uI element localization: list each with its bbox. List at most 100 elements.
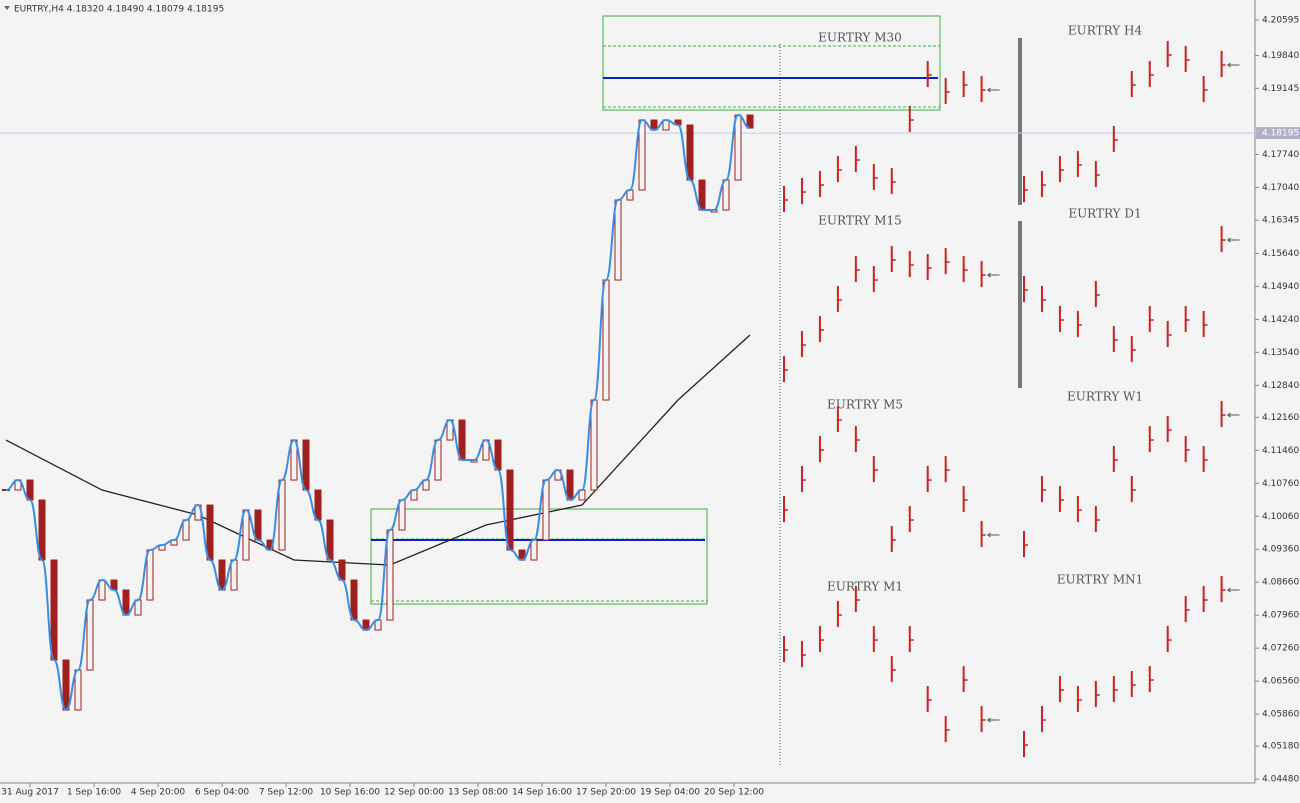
ohlc-bar bbox=[872, 164, 878, 191]
y-tick-label: 4.07960 bbox=[1262, 611, 1299, 621]
ohlc-bar bbox=[836, 406, 842, 433]
y-tick-label: 4.10760 bbox=[1262, 479, 1299, 489]
x-tick-label: 31 Aug 2017 bbox=[1, 788, 59, 798]
ohlc-bar bbox=[1202, 446, 1208, 473]
ohlc-bar bbox=[908, 506, 914, 533]
candle bbox=[506, 469, 514, 551]
candle bbox=[98, 579, 106, 601]
close-line bbox=[5, 114, 751, 712]
y-tick-label: 4.17040 bbox=[1262, 183, 1299, 193]
y-tick-label: 4.04480 bbox=[1262, 775, 1299, 785]
ohlc-bar bbox=[1130, 71, 1136, 98]
y-tick-label: 4.15640 bbox=[1262, 249, 1299, 259]
ohlc-bar bbox=[836, 286, 842, 313]
candle bbox=[494, 439, 502, 471]
ohlc-bar bbox=[962, 71, 968, 98]
ohlc-bar bbox=[1112, 676, 1118, 703]
y-tick-label: 4.07260 bbox=[1262, 644, 1299, 654]
ohlc-bar bbox=[962, 486, 968, 513]
candle bbox=[614, 199, 622, 281]
mini-chart-title: EURTRY D1 bbox=[1068, 207, 1141, 221]
x-tick-label: 17 Sep 20:00 bbox=[576, 788, 636, 798]
candle bbox=[698, 179, 706, 211]
x-tick-label: 13 Sep 08:00 bbox=[448, 788, 508, 798]
y-tick-label: 4.17740 bbox=[1262, 150, 1299, 160]
ohlc-bar bbox=[1148, 61, 1154, 88]
ohlc-bar bbox=[800, 331, 806, 358]
y-tick-label: 4.10060 bbox=[1262, 512, 1299, 522]
candle bbox=[206, 504, 214, 561]
price-arrow bbox=[987, 717, 1000, 723]
y-tick-label: 4.05860 bbox=[1262, 710, 1299, 720]
ohlc-bar bbox=[783, 496, 788, 523]
ohlc-bar bbox=[890, 656, 896, 683]
ohlc-bar bbox=[872, 266, 878, 293]
mini-chart-title: EURTRY H4 bbox=[1068, 24, 1143, 38]
y-tick-label: 4.20595 bbox=[1262, 16, 1299, 26]
candle bbox=[602, 279, 610, 401]
candle bbox=[458, 419, 466, 461]
y-tick-label: 4.12840 bbox=[1262, 381, 1299, 391]
mini-chart-title: EURTRY MN1 bbox=[1057, 573, 1144, 587]
x-tick-label: 19 Sep 04:00 bbox=[640, 788, 700, 798]
ohlc-bar bbox=[926, 466, 932, 493]
current-price-box bbox=[1256, 127, 1300, 140]
ohlc-bar bbox=[962, 666, 968, 693]
candle bbox=[722, 179, 730, 211]
candle bbox=[398, 499, 406, 531]
ohlc-bar bbox=[854, 426, 860, 453]
ohlc-bar bbox=[1023, 176, 1028, 203]
candle bbox=[638, 119, 646, 191]
ohlc-bar bbox=[1058, 156, 1064, 183]
ohlc-bar bbox=[908, 251, 914, 278]
ohlc-bar bbox=[1040, 706, 1046, 733]
candle bbox=[314, 489, 322, 521]
mini-chart-title: EURTRY M15 bbox=[818, 214, 902, 228]
ohlc-bar bbox=[800, 641, 806, 668]
y-tick-label: 4.12160 bbox=[1262, 413, 1299, 423]
ohlc-bar bbox=[1094, 161, 1100, 188]
candle bbox=[302, 439, 310, 491]
ohlc-bar bbox=[818, 436, 824, 463]
x-tick-label: 10 Sep 16:00 bbox=[320, 788, 380, 798]
ohlc-bar bbox=[1023, 531, 1028, 558]
candle bbox=[122, 589, 130, 616]
ohlc-bar bbox=[854, 146, 860, 173]
ohlc-bar bbox=[1166, 626, 1172, 653]
ohlc-bar bbox=[872, 456, 878, 483]
ohlc-bar bbox=[1040, 476, 1046, 503]
y-tick-label: 4.06560 bbox=[1262, 677, 1299, 687]
ohlc-bar bbox=[1184, 306, 1190, 333]
ohlc-bar bbox=[980, 706, 986, 733]
ohlc-bar bbox=[800, 466, 806, 493]
price-arrow bbox=[987, 532, 1000, 538]
ohlc-bar bbox=[890, 168, 896, 195]
ohlc-bar bbox=[1040, 286, 1046, 313]
candle bbox=[86, 599, 94, 671]
ohlc-bar bbox=[1148, 666, 1154, 693]
ohlc-bar bbox=[1076, 686, 1082, 713]
symbol-header: EURTRY,H4 4.18320 4.18490 4.18079 4.1819… bbox=[14, 5, 224, 15]
y-tick-label: 4.19840 bbox=[1262, 51, 1299, 61]
x-tick-label: 7 Sep 12:00 bbox=[259, 788, 314, 798]
candle bbox=[386, 529, 394, 621]
y-tick-label: 4.19145 bbox=[1262, 84, 1299, 94]
ohlc-bar bbox=[1094, 506, 1100, 533]
y-tick-label: 4.16345 bbox=[1262, 216, 1299, 226]
ohlc-bar bbox=[1166, 416, 1172, 443]
header-arrow bbox=[4, 6, 10, 10]
ohlc-bar bbox=[944, 78, 950, 105]
mini-chart-title: EURTRY W1 bbox=[1067, 390, 1143, 404]
y-tick-label: 4.11460 bbox=[1262, 446, 1299, 456]
ohlc-bar bbox=[908, 106, 914, 133]
candle bbox=[734, 114, 742, 181]
candle bbox=[62, 659, 70, 711]
candle bbox=[686, 124, 694, 181]
ohlc-bar bbox=[1058, 486, 1064, 513]
candle bbox=[350, 579, 358, 621]
price-arrow bbox=[1227, 62, 1240, 68]
candle bbox=[50, 559, 58, 661]
ohlc-bar bbox=[1220, 51, 1226, 78]
